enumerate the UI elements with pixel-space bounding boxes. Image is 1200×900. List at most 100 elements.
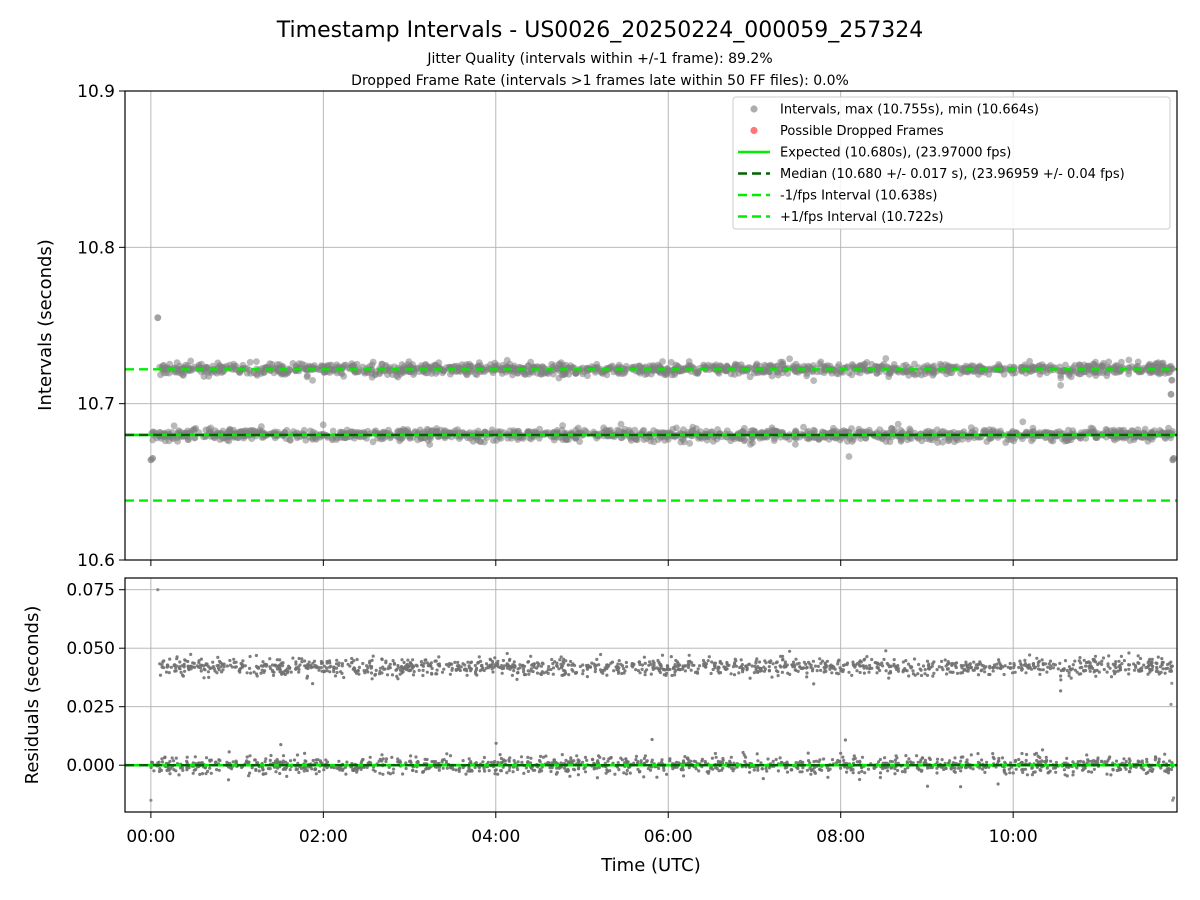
residuals-point (314, 772, 318, 776)
residuals-point (245, 755, 249, 759)
residuals-point (344, 772, 348, 776)
residuals-point (822, 670, 826, 674)
intervals-point (319, 421, 327, 429)
residuals-point (813, 770, 817, 774)
residuals-point (880, 661, 884, 665)
residuals-point (590, 757, 595, 762)
residuals-point (474, 761, 478, 765)
residuals-point (1144, 771, 1148, 776)
residuals-point (558, 658, 562, 662)
residuals-point (535, 671, 540, 675)
residuals-point (649, 672, 653, 676)
residuals-point (732, 673, 737, 677)
residuals-point (486, 760, 490, 764)
residuals-point (858, 777, 862, 782)
residuals-grid (125, 578, 1177, 812)
residuals-point (1020, 751, 1024, 756)
residuals-point (569, 758, 573, 762)
residuals-point (581, 663, 585, 667)
residuals-point (311, 682, 315, 686)
intervals-point (617, 420, 625, 428)
residuals-point (303, 751, 307, 756)
residuals-point (981, 767, 985, 771)
legend: Intervals, max (10.755s), min (10.664s)P… (732, 96, 1171, 230)
residuals-point (842, 758, 846, 763)
residuals-point (204, 772, 208, 776)
residuals-point (920, 768, 924, 772)
residuals-point (255, 674, 259, 678)
residuals-point (576, 767, 581, 771)
residuals-point (281, 664, 285, 668)
residuals-point (214, 760, 218, 764)
residuals-point (894, 754, 898, 758)
residuals-point (604, 771, 608, 775)
residuals-point (445, 752, 449, 756)
residuals-point (491, 662, 495, 666)
intervals-y-ticks: 10.610.710.810.9 (77, 82, 125, 571)
residuals-point (1154, 661, 1158, 665)
residuals-point (526, 755, 530, 760)
residuals-point (767, 665, 771, 669)
residuals-point (261, 768, 265, 772)
residuals-point (624, 772, 629, 776)
residuals-point (921, 756, 925, 760)
residuals-point (170, 756, 174, 760)
residuals-point (411, 673, 416, 677)
residuals-point (725, 662, 729, 666)
residuals-point (524, 766, 529, 770)
residuals-point (1102, 667, 1106, 672)
residuals-point (852, 664, 856, 668)
residuals-point (1032, 770, 1036, 774)
intervals-point (246, 358, 254, 366)
residuals-point (1136, 654, 1140, 658)
residuals-point (1028, 653, 1032, 657)
residuals-point (645, 668, 649, 672)
residuals-point (526, 769, 531, 774)
residuals-point (1034, 751, 1039, 755)
residuals-point (959, 759, 963, 763)
residuals-point (228, 663, 233, 667)
residuals-point (1106, 759, 1110, 763)
residuals-point (414, 755, 418, 759)
intervals-y-tick-label: 10.9 (77, 82, 115, 102)
residuals-point (1109, 773, 1113, 777)
residuals-point (681, 759, 686, 763)
residuals-point (843, 738, 848, 742)
residuals-point (1088, 669, 1092, 673)
residuals-point (510, 673, 514, 678)
residuals-point (442, 758, 446, 762)
intervals-point (779, 358, 786, 366)
residuals-point (253, 758, 257, 762)
intervals-point (309, 436, 316, 443)
residuals-point (335, 670, 339, 675)
residuals-point (228, 658, 232, 663)
residuals-point (469, 768, 474, 772)
intervals-point (902, 361, 910, 369)
residuals-point (907, 757, 911, 761)
residuals-point (731, 769, 735, 773)
residuals-point (1059, 689, 1063, 693)
residuals-point (837, 658, 841, 662)
residuals-point (167, 671, 171, 675)
residuals-point (257, 769, 261, 773)
residuals-point (526, 760, 530, 764)
intervals-point (792, 440, 799, 448)
residuals-point (467, 757, 471, 761)
residuals-point (875, 671, 879, 675)
intervals-point (1110, 426, 1118, 434)
intervals-point (865, 426, 873, 434)
residuals-point (991, 755, 995, 759)
intervals-point (476, 437, 483, 445)
residuals-point (870, 657, 874, 662)
residuals-point (605, 673, 609, 677)
residuals-point (566, 663, 571, 667)
residuals-point (778, 756, 782, 760)
residuals-point (180, 673, 185, 677)
residuals-point (390, 673, 395, 677)
residuals-point (1054, 770, 1058, 774)
residuals-point (391, 771, 395, 775)
residuals-point (498, 753, 502, 757)
residuals-point (1081, 760, 1085, 764)
